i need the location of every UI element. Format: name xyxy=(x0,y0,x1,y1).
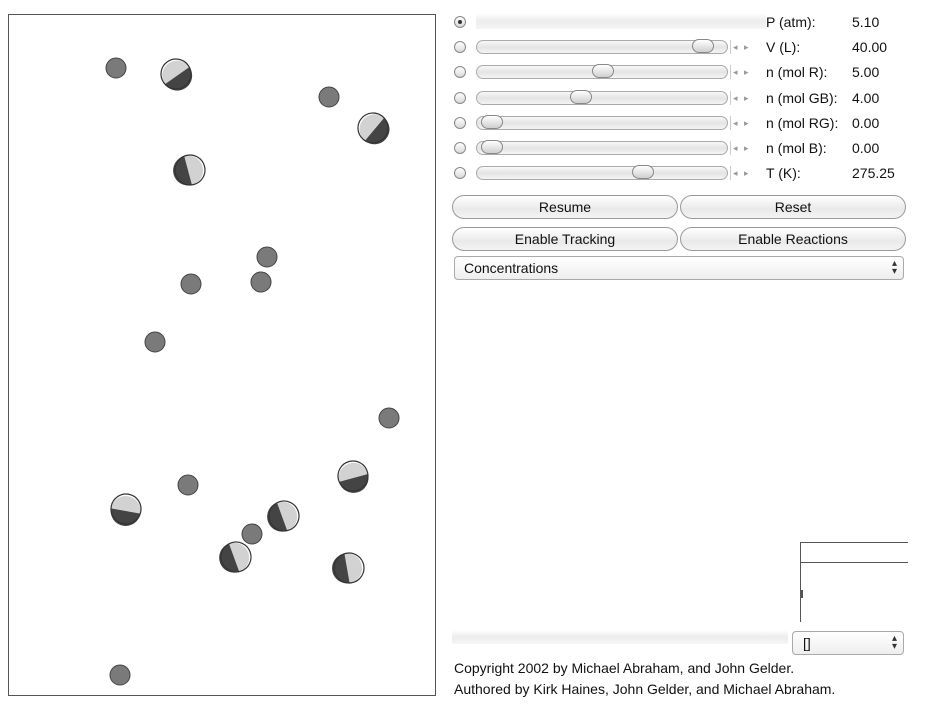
radio-mol-gb[interactable] xyxy=(454,92,466,104)
radio-temperature[interactable] xyxy=(454,167,466,179)
select-arrows-icon: ▴ ▾ xyxy=(891,633,897,652)
label-temperature: T (K): xyxy=(766,165,801,181)
slider-thumb-mol-rg[interactable] xyxy=(481,115,503,129)
radio-volume[interactable] xyxy=(454,41,466,53)
slider-step-arrows-icon[interactable]: ◂ ▸ xyxy=(730,91,760,105)
molecule-gb xyxy=(267,500,300,532)
molecule-r xyxy=(144,331,166,353)
graph-axis-tick xyxy=(801,590,803,598)
slider-mol-gb[interactable] xyxy=(476,90,728,105)
slider-thumb-mol-r[interactable] xyxy=(592,64,614,78)
value-pressure: 5.10 xyxy=(852,14,880,30)
label-mol-b: n (mol B): xyxy=(766,140,827,156)
value-volume: 40.00 xyxy=(852,39,888,55)
slider-temperature[interactable] xyxy=(476,165,728,180)
graph-frame xyxy=(800,542,909,622)
select-arrows-icon: ▴ ▾ xyxy=(891,258,897,277)
resume-button[interactable]: Resume xyxy=(452,195,678,219)
control-row-volume: ◂ ▸ V (L): 40.00 xyxy=(452,38,912,58)
molecule-gb xyxy=(219,541,252,573)
slider-mol-rg[interactable] xyxy=(476,115,728,130)
label-mol-gb: n (mol GB): xyxy=(766,90,838,106)
molecule-r xyxy=(318,86,340,108)
molecule-r xyxy=(180,273,202,295)
slider-mol-b[interactable] xyxy=(476,140,728,155)
control-row-mol-r: ◂ ▸ n (mol R): 5.00 xyxy=(452,63,912,83)
control-row-mol-b: ◂ ▸ n (mol B): 0.00 xyxy=(452,139,912,159)
value-mol-gb: 4.00 xyxy=(852,90,880,106)
molecule-gb xyxy=(357,112,390,145)
label-mol-r: n (mol R): xyxy=(766,64,828,80)
graph-scrollbar[interactable] xyxy=(452,630,788,644)
control-row-pressure: P (atm): 5.10 xyxy=(452,13,912,33)
molecule-gb xyxy=(110,493,142,526)
slider-volume[interactable] xyxy=(476,39,728,54)
molecule-r xyxy=(109,664,131,686)
radio-pressure[interactable] xyxy=(454,16,466,28)
molecule-r xyxy=(250,271,272,293)
graph-type-value: Concentrations xyxy=(464,260,559,276)
slider-step-arrows-icon[interactable]: ◂ ▸ xyxy=(730,65,760,79)
reset-button[interactable]: Reset xyxy=(680,195,906,219)
enable-tracking-button[interactable]: Enable Tracking xyxy=(452,227,678,251)
value-temperature: 275.25 xyxy=(852,165,895,181)
species-select-value: [] xyxy=(803,635,811,651)
pressure-readout-bar xyxy=(476,13,766,29)
graph-line xyxy=(801,562,908,563)
control-row-mol-gb: ◂ ▸ n (mol GB): 4.00 xyxy=(452,89,912,109)
copyright-line-2: Authored by Kirk Haines, John Gelder, an… xyxy=(454,681,836,697)
molecule-gb xyxy=(337,460,369,493)
molecule-gb xyxy=(160,58,193,91)
slider-step-arrows-icon[interactable]: ◂ ▸ xyxy=(730,40,760,54)
graph-type-select[interactable]: Concentrations ▴ ▾ xyxy=(454,256,904,280)
control-row-temperature: ◂ ▸ T (K): 275.25 xyxy=(452,164,912,184)
label-pressure: P (atm): xyxy=(766,14,816,30)
slider-thumb-mol-b[interactable] xyxy=(481,140,503,154)
slider-thumb-volume[interactable] xyxy=(691,39,714,53)
simulation-container xyxy=(8,14,436,696)
molecule-r xyxy=(378,407,400,429)
species-select[interactable]: [] ▴ ▾ xyxy=(792,631,904,655)
molecule-gb xyxy=(173,154,206,186)
molecule-r xyxy=(105,57,127,79)
radio-mol-r[interactable] xyxy=(454,66,466,78)
slider-step-arrows-icon[interactable]: ◂ ▸ xyxy=(730,116,760,130)
value-mol-r: 5.00 xyxy=(852,64,880,80)
slider-thumb-temperature[interactable] xyxy=(631,165,654,179)
value-mol-rg: 0.00 xyxy=(852,115,880,131)
slider-mol-r[interactable] xyxy=(476,64,728,79)
molecule-gb xyxy=(332,552,365,584)
molecule-r xyxy=(256,246,278,268)
molecule-r xyxy=(241,523,263,545)
molecule-r xyxy=(177,474,199,496)
radio-mol-rg[interactable] xyxy=(454,117,466,129)
slider-thumb-mol-gb[interactable] xyxy=(569,90,592,104)
enable-reactions-button[interactable]: Enable Reactions xyxy=(680,227,906,251)
slider-step-arrows-icon[interactable]: ◂ ▸ xyxy=(730,141,760,155)
label-volume: V (L): xyxy=(766,39,801,55)
control-row-mol-rg: ◂ ▸ n (mol RG): 0.00 xyxy=(452,114,912,134)
particle-canvas xyxy=(105,57,400,686)
label-mol-rg: n (mol RG): xyxy=(766,115,839,131)
copyright-line-1: Copyright 2002 by Michael Abraham, and J… xyxy=(454,660,795,676)
value-mol-b: 0.00 xyxy=(852,140,880,156)
slider-step-arrows-icon[interactable]: ◂ ▸ xyxy=(730,166,760,180)
graph-top-line xyxy=(801,542,908,543)
radio-mol-b[interactable] xyxy=(454,142,466,154)
